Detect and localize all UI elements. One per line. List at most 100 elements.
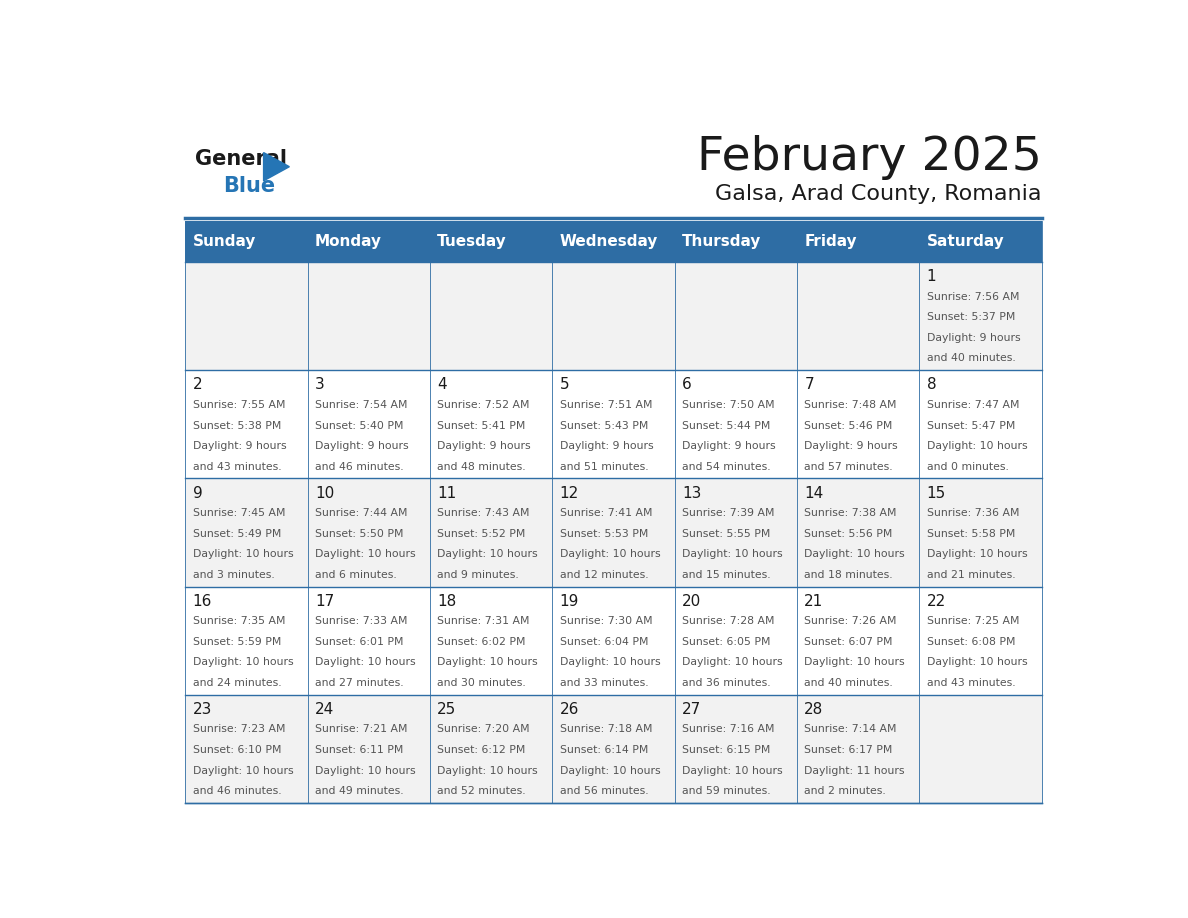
- Text: Sunrise: 7:23 AM: Sunrise: 7:23 AM: [192, 724, 285, 734]
- Bar: [675, 263, 797, 370]
- Bar: [552, 587, 675, 695]
- Text: 20: 20: [682, 594, 701, 609]
- Text: Sunrise: 7:30 AM: Sunrise: 7:30 AM: [560, 616, 652, 626]
- Text: Sunset: 5:56 PM: Sunset: 5:56 PM: [804, 529, 892, 539]
- Text: and 57 minutes.: and 57 minutes.: [804, 462, 893, 472]
- Text: Sunset: 6:01 PM: Sunset: 6:01 PM: [315, 637, 404, 647]
- Text: Sunrise: 7:36 AM: Sunrise: 7:36 AM: [927, 508, 1019, 518]
- Text: Blue: Blue: [223, 176, 276, 196]
- Text: Tuesday: Tuesday: [437, 234, 507, 249]
- Bar: [797, 263, 920, 370]
- Text: and 49 minutes.: and 49 minutes.: [315, 786, 404, 796]
- Text: Sunset: 6:08 PM: Sunset: 6:08 PM: [927, 637, 1015, 647]
- Text: Sunset: 5:41 PM: Sunset: 5:41 PM: [437, 420, 526, 431]
- Text: Sunset: 6:15 PM: Sunset: 6:15 PM: [682, 744, 770, 755]
- Text: Sunrise: 7:16 AM: Sunrise: 7:16 AM: [682, 724, 775, 734]
- Text: Sunset: 5:58 PM: Sunset: 5:58 PM: [927, 529, 1015, 539]
- Text: Daylight: 9 hours: Daylight: 9 hours: [927, 333, 1020, 343]
- Text: and 30 minutes.: and 30 minutes.: [437, 677, 526, 688]
- Text: and 48 minutes.: and 48 minutes.: [437, 462, 526, 472]
- Bar: [552, 695, 675, 803]
- Text: Saturday: Saturday: [927, 234, 1004, 249]
- Text: Sunrise: 7:47 AM: Sunrise: 7:47 AM: [927, 400, 1019, 410]
- Text: Sunrise: 7:54 AM: Sunrise: 7:54 AM: [315, 400, 407, 410]
- Text: Sunset: 6:05 PM: Sunset: 6:05 PM: [682, 637, 771, 647]
- Text: and 27 minutes.: and 27 minutes.: [315, 677, 404, 688]
- Text: Daylight: 10 hours: Daylight: 10 hours: [192, 766, 293, 776]
- Text: Daylight: 10 hours: Daylight: 10 hours: [315, 657, 416, 667]
- Bar: [308, 695, 430, 803]
- Text: Daylight: 9 hours: Daylight: 9 hours: [804, 441, 898, 451]
- Text: Daylight: 9 hours: Daylight: 9 hours: [560, 441, 653, 451]
- Text: and 9 minutes.: and 9 minutes.: [437, 570, 519, 580]
- Bar: [430, 370, 552, 478]
- Text: Sunrise: 7:50 AM: Sunrise: 7:50 AM: [682, 400, 775, 410]
- Text: Sunrise: 7:44 AM: Sunrise: 7:44 AM: [315, 508, 407, 518]
- Text: Sunrise: 7:39 AM: Sunrise: 7:39 AM: [682, 508, 775, 518]
- Text: Sunset: 5:49 PM: Sunset: 5:49 PM: [192, 529, 282, 539]
- Bar: [185, 221, 1042, 263]
- Text: 28: 28: [804, 701, 823, 717]
- Bar: [552, 478, 675, 587]
- Text: Sunset: 6:07 PM: Sunset: 6:07 PM: [804, 637, 893, 647]
- Text: Sunrise: 7:38 AM: Sunrise: 7:38 AM: [804, 508, 897, 518]
- Text: 24: 24: [315, 701, 334, 717]
- Text: Sunset: 5:50 PM: Sunset: 5:50 PM: [315, 529, 404, 539]
- Text: 22: 22: [927, 594, 946, 609]
- Text: Sunset: 6:14 PM: Sunset: 6:14 PM: [560, 744, 647, 755]
- Text: Sunset: 6:12 PM: Sunset: 6:12 PM: [437, 744, 526, 755]
- Text: Daylight: 10 hours: Daylight: 10 hours: [437, 766, 538, 776]
- Text: Sunday: Sunday: [192, 234, 257, 249]
- Text: Sunset: 5:46 PM: Sunset: 5:46 PM: [804, 420, 892, 431]
- Text: Sunset: 5:59 PM: Sunset: 5:59 PM: [192, 637, 282, 647]
- Text: Daylight: 10 hours: Daylight: 10 hours: [192, 657, 293, 667]
- Text: Galsa, Arad County, Romania: Galsa, Arad County, Romania: [715, 185, 1042, 205]
- Text: Sunrise: 7:52 AM: Sunrise: 7:52 AM: [437, 400, 530, 410]
- Bar: [675, 478, 797, 587]
- Text: Daylight: 11 hours: Daylight: 11 hours: [804, 766, 905, 776]
- Bar: [430, 478, 552, 587]
- Text: Sunset: 5:44 PM: Sunset: 5:44 PM: [682, 420, 770, 431]
- Text: Sunset: 6:02 PM: Sunset: 6:02 PM: [437, 637, 526, 647]
- Text: and 0 minutes.: and 0 minutes.: [927, 462, 1009, 472]
- Text: 2: 2: [192, 377, 202, 392]
- Bar: [552, 263, 675, 370]
- Text: and 2 minutes.: and 2 minutes.: [804, 786, 886, 796]
- Text: and 40 minutes.: and 40 minutes.: [804, 677, 893, 688]
- Bar: [920, 695, 1042, 803]
- Text: Sunrise: 7:48 AM: Sunrise: 7:48 AM: [804, 400, 897, 410]
- Text: 4: 4: [437, 377, 447, 392]
- Text: Sunrise: 7:28 AM: Sunrise: 7:28 AM: [682, 616, 775, 626]
- Text: Daylight: 10 hours: Daylight: 10 hours: [315, 549, 416, 559]
- Text: Wednesday: Wednesday: [560, 234, 658, 249]
- Text: Thursday: Thursday: [682, 234, 762, 249]
- Text: 8: 8: [927, 377, 936, 392]
- Text: Daylight: 10 hours: Daylight: 10 hours: [682, 766, 783, 776]
- Text: and 43 minutes.: and 43 minutes.: [927, 677, 1016, 688]
- Text: Sunset: 6:11 PM: Sunset: 6:11 PM: [315, 744, 404, 755]
- Text: Sunrise: 7:51 AM: Sunrise: 7:51 AM: [560, 400, 652, 410]
- Text: 6: 6: [682, 377, 691, 392]
- Text: and 43 minutes.: and 43 minutes.: [192, 462, 282, 472]
- Text: 11: 11: [437, 486, 456, 500]
- Text: Daylight: 9 hours: Daylight: 9 hours: [315, 441, 409, 451]
- Text: and 18 minutes.: and 18 minutes.: [804, 570, 893, 580]
- Text: Sunrise: 7:14 AM: Sunrise: 7:14 AM: [804, 724, 897, 734]
- Text: 12: 12: [560, 486, 579, 500]
- Text: 14: 14: [804, 486, 823, 500]
- Text: Sunset: 5:55 PM: Sunset: 5:55 PM: [682, 529, 770, 539]
- Text: Sunset: 5:43 PM: Sunset: 5:43 PM: [560, 420, 647, 431]
- Bar: [920, 587, 1042, 695]
- Text: 21: 21: [804, 594, 823, 609]
- Bar: [185, 478, 308, 587]
- Text: Sunrise: 7:41 AM: Sunrise: 7:41 AM: [560, 508, 652, 518]
- Text: and 40 minutes.: and 40 minutes.: [927, 353, 1016, 364]
- Text: Sunrise: 7:35 AM: Sunrise: 7:35 AM: [192, 616, 285, 626]
- Text: Sunset: 5:52 PM: Sunset: 5:52 PM: [437, 529, 526, 539]
- Bar: [675, 370, 797, 478]
- Bar: [797, 370, 920, 478]
- Text: Sunrise: 7:20 AM: Sunrise: 7:20 AM: [437, 724, 530, 734]
- Text: Sunrise: 7:55 AM: Sunrise: 7:55 AM: [192, 400, 285, 410]
- Polygon shape: [264, 152, 290, 181]
- Bar: [920, 263, 1042, 370]
